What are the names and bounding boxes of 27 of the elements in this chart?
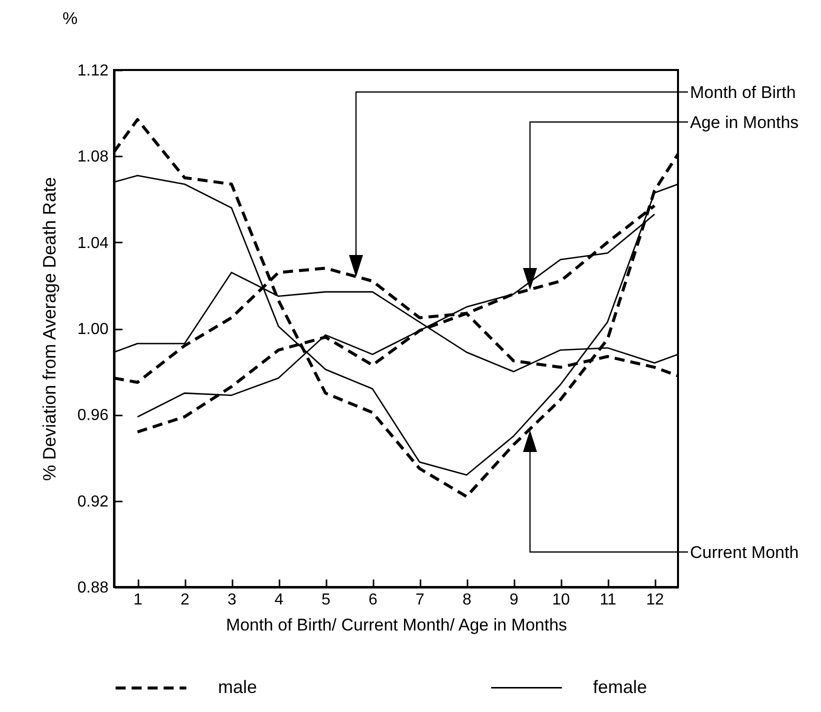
x-tick-label: 8 bbox=[462, 592, 472, 608]
x-tick-label: 2 bbox=[180, 592, 190, 608]
legend-label: female bbox=[593, 676, 648, 697]
text: % bbox=[62, 9, 78, 28]
y-tick-label: 1.04 bbox=[77, 234, 109, 252]
text: Month of Birth bbox=[690, 83, 796, 102]
x-tick-label: 5 bbox=[322, 592, 331, 608]
x-tick-label: 10 bbox=[552, 592, 570, 608]
text: Current Month bbox=[690, 543, 799, 562]
x-tick-label: 1 bbox=[134, 592, 143, 608]
y-tick-label: 1.08 bbox=[77, 148, 109, 166]
x-tick-label: 4 bbox=[274, 592, 284, 608]
x-tick-label: 6 bbox=[368, 592, 378, 608]
text: Age in Months bbox=[690, 113, 799, 132]
y-tick-label: 1.00 bbox=[77, 321, 109, 338]
x-tick-label: 12 bbox=[646, 592, 664, 608]
y-tick-label: 0.92 bbox=[77, 493, 109, 510]
x-tick-label: 3 bbox=[228, 592, 237, 608]
y-tick-label: 1.12 bbox=[77, 62, 109, 80]
x-axis-title: Month of Birth/ Current Month/ Age in Months bbox=[226, 616, 568, 634]
x-tick-label: 9 bbox=[510, 592, 519, 608]
y-tick-label: 0.88 bbox=[77, 580, 109, 596]
y-axis-title: % Deviation from Average Death Rate bbox=[39, 177, 60, 481]
x-tick-label: 7 bbox=[416, 592, 425, 608]
x-tick-label: 11 bbox=[600, 592, 616, 608]
legend-label: male bbox=[218, 677, 258, 697]
y-tick-label: 0.96 bbox=[77, 407, 109, 424]
